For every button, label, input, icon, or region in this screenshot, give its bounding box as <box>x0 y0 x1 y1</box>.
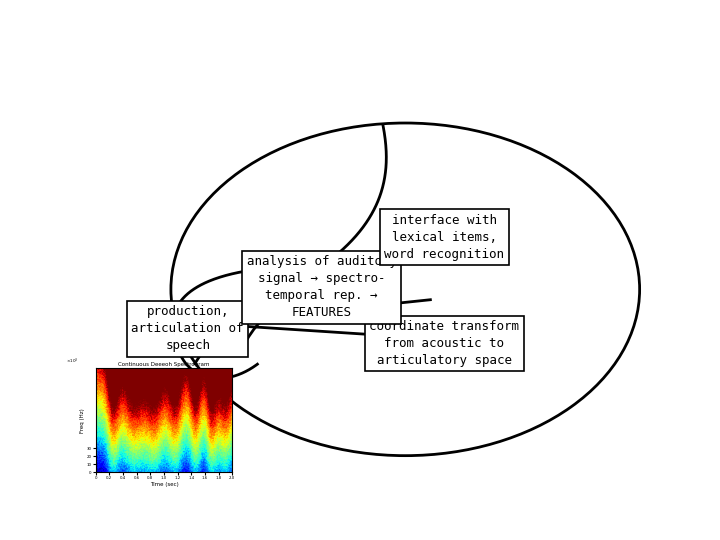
Text: production,
articulation of
speech: production, articulation of speech <box>131 305 244 352</box>
Text: analysis of auditory
signal → spectro-
temporal rep. →
FEATURES: analysis of auditory signal → spectro- t… <box>246 255 397 319</box>
Text: coordinate transform
from acoustic to
articulatory space: coordinate transform from acoustic to ar… <box>369 320 519 367</box>
Text: interface with
lexical items,
word recognition: interface with lexical items, word recog… <box>384 214 504 261</box>
